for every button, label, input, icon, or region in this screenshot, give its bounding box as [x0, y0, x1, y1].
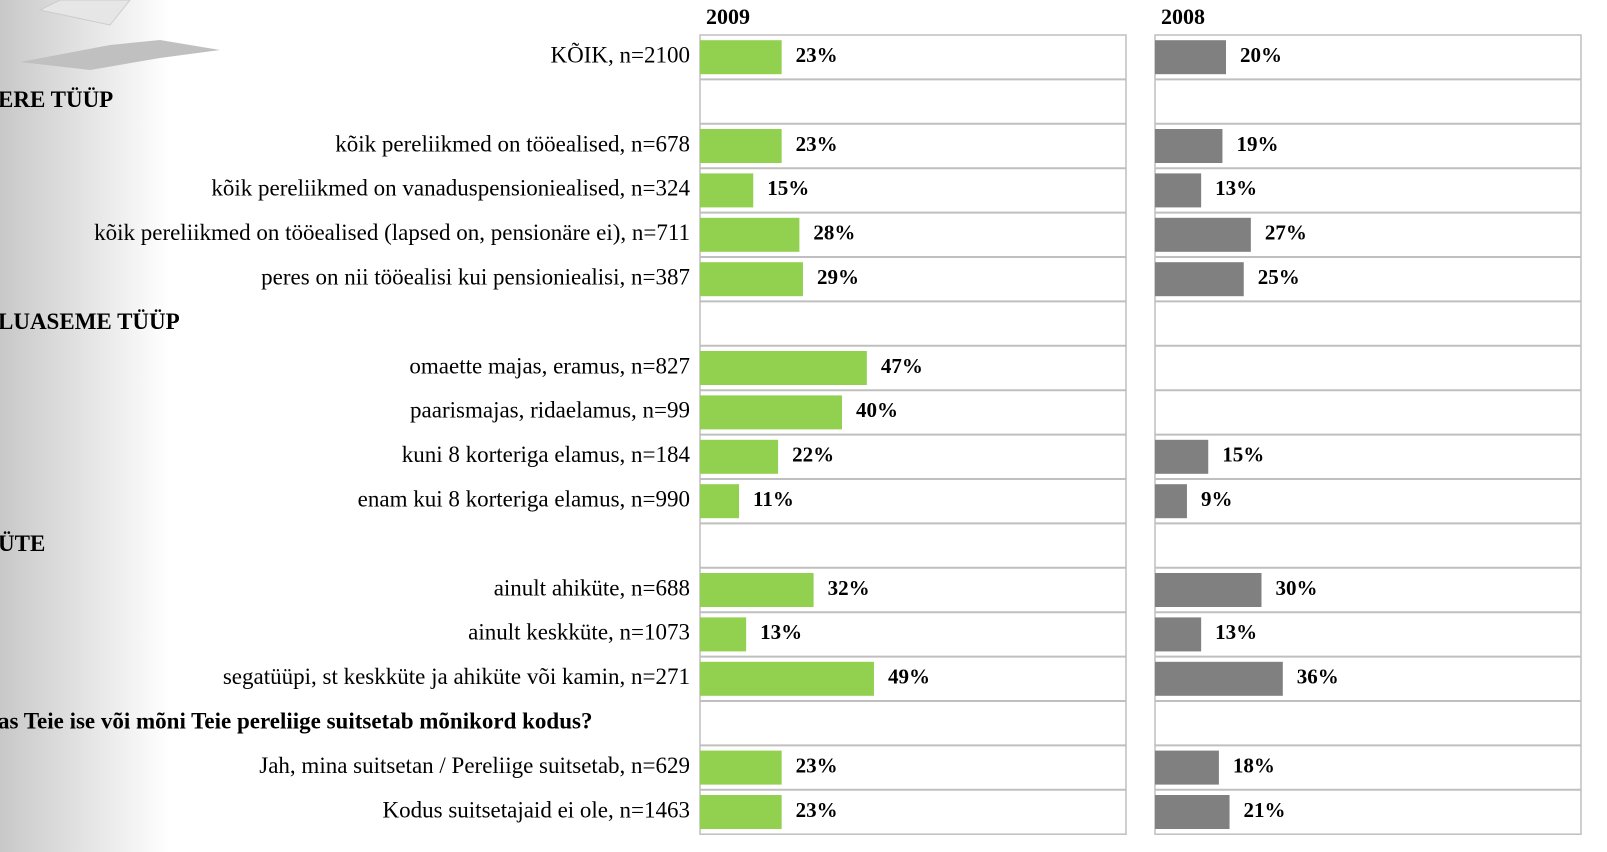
bar	[700, 617, 747, 652]
value-label: 23%	[796, 798, 838, 822]
value-label: 25%	[1258, 265, 1300, 289]
value-label: 23%	[796, 132, 838, 156]
bar	[1155, 173, 1202, 208]
value-label: 21%	[1244, 798, 1286, 822]
category-label: enam kui 8 korteriga elamus, n=990	[358, 486, 690, 511]
value-label: 49%	[888, 665, 930, 689]
value-label: 30%	[1276, 576, 1318, 600]
value-label: 11%	[753, 487, 794, 511]
category-label: kuni 8 korteriga elamus, n=184	[402, 442, 691, 467]
bar	[1155, 217, 1251, 252]
value-label: 47%	[881, 354, 923, 378]
value-label: 22%	[792, 443, 834, 467]
bar	[1155, 573, 1262, 607]
section-header: ERE TÜÜP	[0, 87, 113, 112]
value-label: 32%	[828, 576, 870, 600]
value-label: 9%	[1201, 487, 1233, 511]
bar	[700, 439, 779, 474]
logo-swoosh	[20, 40, 220, 70]
section-header: as Teie ise või mõni Teie pereliige suit…	[0, 708, 592, 733]
bar	[1155, 750, 1219, 785]
bar	[1155, 617, 1202, 652]
series-title: 2008	[1161, 4, 1205, 29]
logo	[38, 0, 131, 26]
value-label: 20%	[1240, 43, 1282, 67]
value-label: 40%	[856, 398, 898, 422]
category-label: Jah, mina suitsetan / Pereliige suitseta…	[259, 753, 690, 778]
category-label: omaette majas, eramus, n=827	[409, 353, 690, 378]
bar	[700, 573, 814, 607]
value-label: 19%	[1236, 132, 1278, 156]
section-header: LUASEME TÜÜP	[0, 309, 180, 334]
bar	[700, 484, 740, 519]
value-label: 18%	[1233, 753, 1275, 777]
value-label: 27%	[1265, 221, 1307, 245]
section-header: ÜTE	[0, 531, 45, 556]
value-label: 13%	[1215, 620, 1257, 644]
category-label: KÕIK, n=2100	[551, 41, 690, 67]
value-label: 13%	[1215, 176, 1257, 200]
bar	[700, 661, 874, 696]
bar	[1155, 439, 1209, 474]
bar	[700, 217, 800, 252]
category-label: ainult ahiküte, n=688	[494, 575, 690, 600]
bar	[1155, 661, 1283, 696]
value-label: 29%	[817, 265, 859, 289]
category-label: kõik pereliikmed on tööealised, n=678	[335, 131, 690, 156]
value-label: 36%	[1297, 665, 1339, 689]
series-title: 2009	[706, 4, 750, 29]
bar	[700, 173, 754, 208]
bar	[700, 129, 782, 163]
value-label: 15%	[1222, 443, 1264, 467]
bar	[1155, 129, 1223, 163]
bar	[1155, 262, 1244, 297]
value-label: 23%	[796, 43, 838, 67]
category-label: paarismajas, ridaelamus, n=99	[410, 398, 690, 423]
bar	[700, 750, 782, 785]
category-label: kõik pereliikmed on vanaduspensioniealis…	[211, 176, 690, 201]
category-label: peres on nii tööealisi kui pensioniealis…	[261, 264, 690, 289]
bar	[700, 795, 782, 829]
bar	[700, 351, 867, 385]
category-label: ainult keskküte, n=1073	[468, 620, 690, 645]
value-label: 13%	[760, 620, 802, 644]
bar	[1155, 484, 1187, 519]
value-label: 28%	[813, 221, 855, 245]
bar	[1155, 795, 1230, 829]
bar	[700, 262, 803, 297]
side-gradient	[0, 0, 170, 852]
category-label: kõik pereliikmed on tööealised (lapsed o…	[94, 220, 690, 245]
category-label: segatüüpi, st keskküte ja ahiküte või ka…	[223, 664, 690, 689]
bar	[700, 395, 842, 430]
value-label: 23%	[796, 753, 838, 777]
bar	[1155, 40, 1226, 75]
category-label: Kodus suitsetajaid ei ole, n=1463	[383, 797, 690, 822]
bar	[700, 40, 782, 75]
value-label: 15%	[767, 176, 809, 200]
